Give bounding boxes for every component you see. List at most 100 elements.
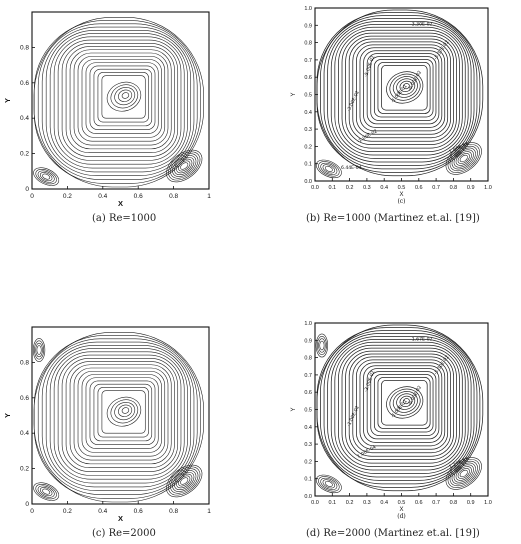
contour-label: 6.44E-04 [341, 165, 362, 171]
x-tick-label: 0.6 [134, 193, 143, 200]
x-tick-label: 0.5 [398, 500, 406, 506]
y-tick-label: 0 [25, 501, 29, 508]
y-tick-label: 0.0 [304, 179, 312, 185]
x-tick-label: 0.3 [363, 500, 371, 506]
contour-plot-c: 0 0.2 0.4 0.6 0.8 1 0 0.2 0.4 0.6 0.8 X Y [3, 326, 211, 523]
x-tick-label: 0.4 [98, 193, 107, 200]
y-tick-label: 0.2 [20, 151, 29, 158]
x-tick-label: 0 [30, 193, 34, 200]
contour-plot-d: 0.0 0.1 0.2 0.3 0.4 0.5 0.6 0.7 0.8 0.9 1.0 0.0 0.1 0… [291, 321, 492, 520]
y-tick-label: 0.0 [304, 494, 312, 500]
y-tick-label: 0.4 [304, 425, 312, 431]
x-tick-label: 0.4 [380, 185, 388, 191]
x-axis-label: X [399, 507, 403, 513]
x-tick-label: 0.7 [432, 500, 440, 506]
x-tick-label: 0.1 [328, 185, 336, 191]
y-tick-label: 0.2 [304, 144, 312, 150]
contour-lines [316, 9, 484, 177]
sub-label: (c) [397, 198, 405, 205]
y-tick-label: 0.4 [304, 110, 312, 116]
contour-lines [33, 332, 204, 503]
y-tick-label: 0.4 [20, 430, 29, 437]
x-tick-label: 0.4 [380, 500, 388, 506]
y-tick-label: 0.2 [20, 466, 29, 473]
x-tick-label: 0.6 [415, 500, 423, 506]
contour-label: -3.30E-02 [410, 21, 432, 27]
y-tick-label: 0.8 [304, 356, 312, 362]
x-tick-label: 0.0 [311, 185, 319, 191]
contour-plot-a: 0 0.2 0.4 0.6 0.8 1 0 0.2 0.4 0.6 0.8 X Y [3, 11, 211, 208]
x-tick-label: 1 [207, 508, 211, 515]
x-axis-label: X [118, 199, 123, 208]
x-tick-label: 0.0 [311, 500, 319, 506]
x-tick-label: 0.2 [346, 500, 354, 506]
x-tick-label: 0.2 [63, 193, 72, 200]
x-tick-label: 0 [30, 508, 34, 515]
y-axis-label: Y [3, 98, 12, 103]
y-tick-label: 0.6 [20, 395, 29, 402]
axes: 0 0.2 0.4 0.6 0.8 1 0 0.2 0.4 0.6 0.8 [20, 359, 211, 515]
contour-lines [316, 324, 484, 492]
axes: 0 0.2 0.4 0.6 0.8 1 0 0.2 0.4 0.6 0.8 [20, 44, 211, 200]
y-tick-label: 0.6 [20, 80, 29, 87]
secondary-vortices [315, 142, 482, 179]
y-tick-label: 0.2 [304, 459, 312, 465]
x-tick-label: 0.1 [328, 500, 336, 506]
y-tick-label: 0.8 [20, 44, 29, 51]
y-tick-label: 0.1 [304, 477, 312, 483]
panel-c: 0 0.2 0.4 0.6 0.8 1 0 0.2 0.4 0.6 0.8 X Y [0, 315, 240, 525]
x-tick-label: 0.7 [432, 185, 440, 191]
y-tick-label: 0.7 [304, 373, 312, 379]
contour-label: -1.67E-02 [410, 336, 432, 342]
x-tick-label: 0.6 [134, 508, 143, 515]
axes: 0.0 0.1 0.2 0.3 0.4 0.5 0.6 0.7 0.8 0.9 1.0 0.0 0.1 0… [304, 321, 491, 506]
x-axis-label: X [118, 514, 123, 523]
x-axis-label: X [399, 192, 403, 198]
panel-b: 0.0 0.1 0.2 0.3 0.4 0.5 0.6 0.7 0.8 0.9 1.0 0.0 0.1 0… [280, 0, 521, 210]
x-tick-label: 0.3 [363, 185, 371, 191]
caption-d: (d) Re=2000 (Martinez et.al. [19]) [306, 528, 480, 539]
x-tick-label: 0.5 [398, 185, 406, 191]
x-tick-label: 0.9 [467, 500, 475, 506]
x-tick-label: 0.4 [98, 508, 107, 515]
y-tick-label: 0.5 [304, 408, 312, 414]
x-tick-label: 0.6 [415, 185, 423, 191]
y-tick-label: 0.6 [304, 390, 312, 396]
secondary-vortices [315, 333, 482, 494]
x-tick-label: 0.9 [467, 185, 475, 191]
x-tick-label: 0.8 [169, 193, 178, 200]
y-tick-label: 0.5 [304, 93, 312, 99]
sub-label: (d) [397, 513, 406, 520]
contour-lines [33, 17, 204, 188]
contour-plot-b: 0.0 0.1 0.2 0.3 0.4 0.5 0.6 0.7 0.8 0.9 1.0 0.0 0.1 0… [291, 6, 492, 205]
y-tick-label: 0.9 [304, 338, 312, 344]
y-tick-label: 1.0 [304, 321, 312, 327]
panel-a: 0 0.2 0.4 0.6 0.8 1 0 0.2 0.4 0.6 0.8 X Y [0, 0, 240, 210]
x-tick-label: 0.2 [63, 508, 72, 515]
x-tick-label: 0.8 [450, 500, 458, 506]
y-tick-label: 0.8 [20, 359, 29, 366]
y-tick-label: 0.1 [304, 162, 312, 168]
y-axis-label: Y [291, 92, 297, 96]
secondary-vortices [32, 338, 203, 501]
x-tick-label: 0.8 [169, 508, 178, 515]
caption-b: (b) Re=1000 (Martinez et.al. [19]) [306, 213, 480, 224]
y-axis-label: Y [3, 413, 12, 418]
axes: 0.0 0.1 0.2 0.3 0.4 0.5 0.6 0.7 0.8 0.9 1.0 0.0 0.1 0… [304, 6, 491, 191]
panel-d: 0.0 0.1 0.2 0.3 0.4 0.5 0.6 0.7 0.8 0.9 1.0 0.0 0.1 0… [280, 315, 521, 525]
y-tick-label: 0.7 [304, 58, 312, 64]
x-tick-label: 0.2 [346, 185, 354, 191]
y-tick-label: 0.3 [304, 127, 312, 133]
y-tick-label: 0.4 [20, 115, 29, 122]
secondary-vortices [33, 149, 203, 186]
x-tick-label: 1 [207, 193, 211, 200]
y-tick-label: 0.6 [304, 75, 312, 81]
y-tick-label: 0.8 [304, 41, 312, 47]
y-tick-label: 0 [25, 186, 29, 193]
y-tick-label: 0.9 [304, 23, 312, 29]
x-tick-label: 1.0 [484, 185, 492, 191]
x-tick-label: 1.0 [484, 500, 492, 506]
y-axis-label: Y [291, 407, 297, 411]
y-tick-label: 0.3 [304, 442, 312, 448]
caption-a: (a) Re=1000 [92, 213, 157, 224]
